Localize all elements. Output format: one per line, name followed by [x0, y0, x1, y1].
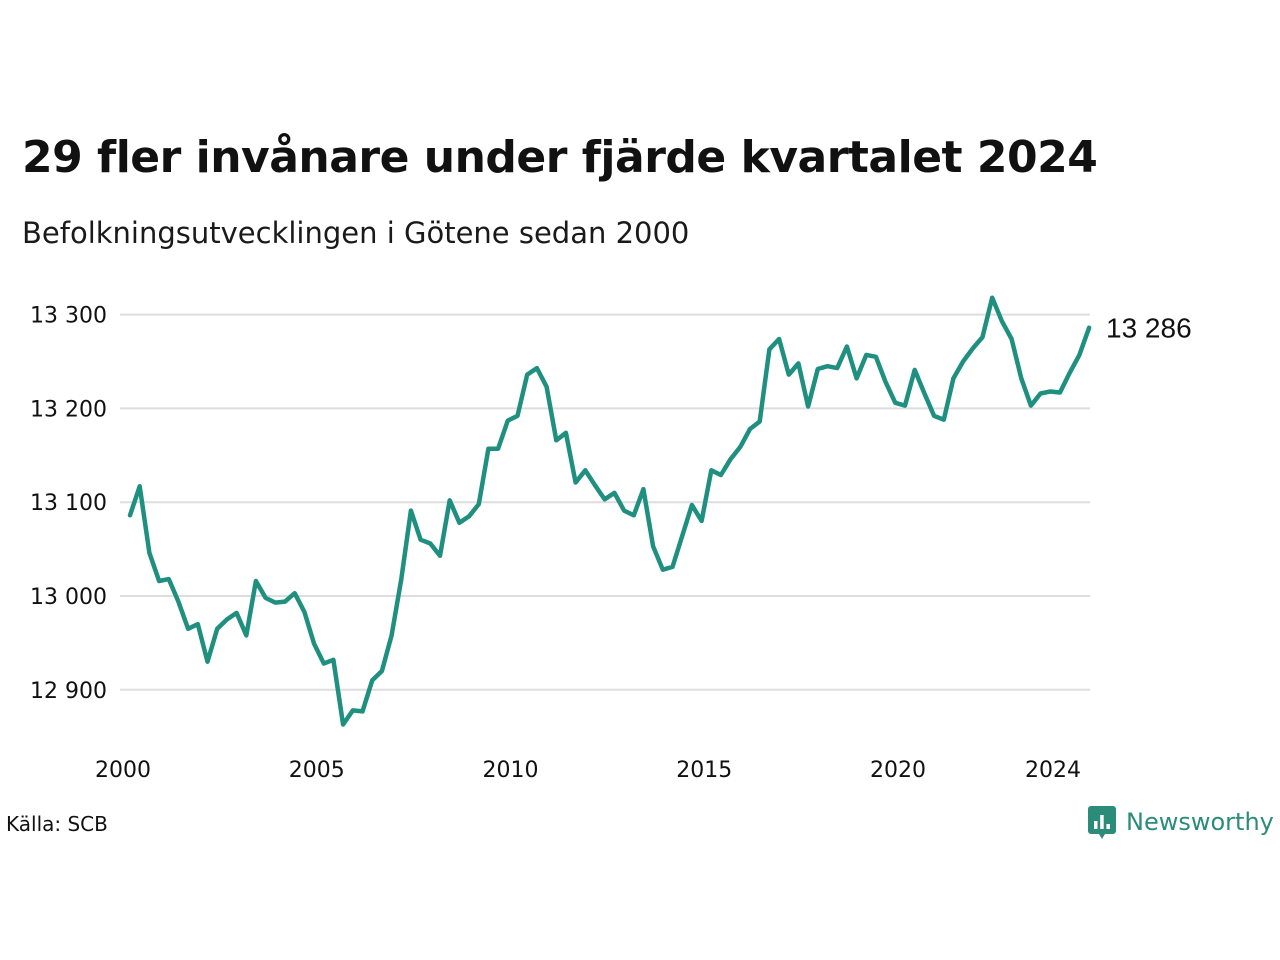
x-tick-label: 2000: [95, 758, 151, 783]
brand-name: Newsworthy: [1126, 808, 1274, 836]
chart-title: 29 fler invånare under fjärde kvartalet …: [22, 132, 1098, 183]
y-tick-label: 12 900: [30, 679, 107, 704]
series-line: [127, 295, 1092, 727]
x-tick-label: 2010: [483, 758, 539, 783]
gridlines: [120, 313, 1090, 691]
x-tick-label: 2015: [676, 758, 732, 783]
series-layer: 13 286: [127, 295, 1192, 727]
y-tick-label: 13 100: [30, 491, 107, 516]
x-tick-label: 2005: [289, 758, 345, 783]
chart-subtitle: Befolkningsutvecklingen i Götene sedan 2…: [22, 216, 690, 250]
y-tick-label: 13 200: [30, 397, 107, 422]
x-tick-label: 2024: [1025, 758, 1081, 783]
end-value-label: 13 286: [1106, 313, 1192, 344]
y-tick-label: 13 000: [30, 585, 107, 610]
brand-logo: Newsworthy: [1088, 804, 1274, 840]
x-axis-labels: 2000 2005 2010 2015 2020 2024: [95, 758, 1081, 783]
y-tick-label: 13 300: [30, 304, 107, 329]
y-axis-labels: 12 900 13 000 13 100 13 200 13 300: [30, 304, 107, 704]
source-note: Källa: SCB: [6, 812, 108, 836]
newsworthy-logo-icon: [1088, 806, 1116, 839]
x-tick-label: 2020: [870, 758, 926, 783]
